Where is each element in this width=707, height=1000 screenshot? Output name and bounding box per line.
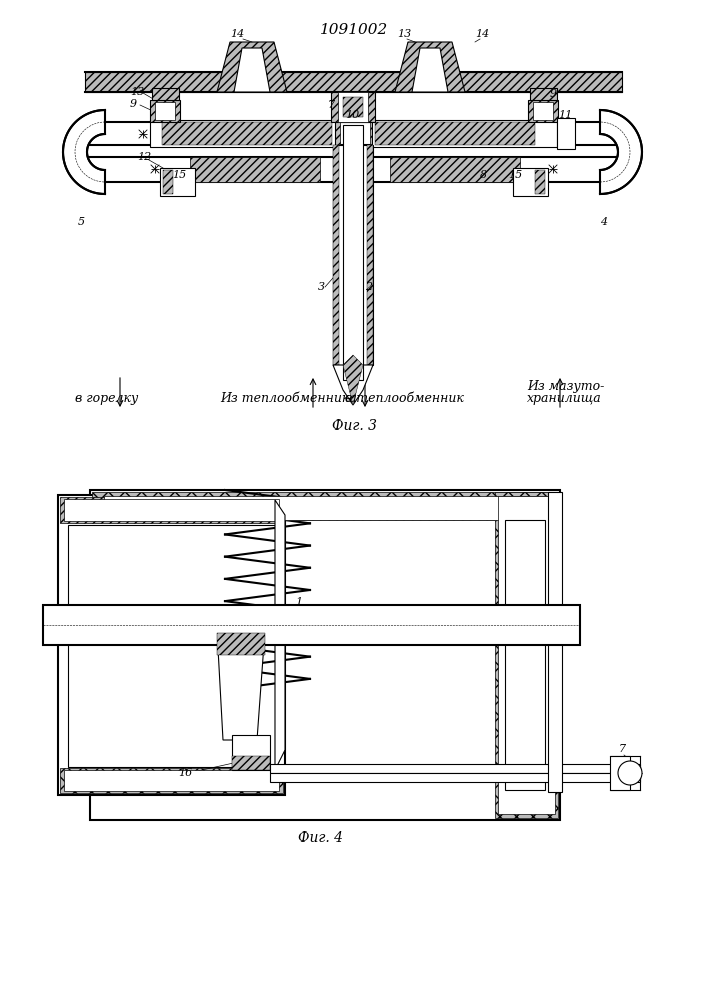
Bar bbox=[85, 72, 622, 92]
Circle shape bbox=[618, 761, 642, 785]
Polygon shape bbox=[600, 110, 642, 194]
Bar bbox=[270, 773, 640, 782]
Bar bbox=[217, 633, 265, 655]
Bar bbox=[104, 496, 546, 520]
Bar bbox=[372, 120, 557, 147]
Bar bbox=[375, 122, 535, 145]
Text: 1091002: 1091002 bbox=[320, 23, 388, 37]
Bar bbox=[190, 157, 320, 182]
Text: 5: 5 bbox=[78, 217, 85, 227]
Bar bbox=[333, 145, 339, 365]
Bar bbox=[343, 97, 363, 117]
Bar bbox=[513, 168, 548, 196]
Bar bbox=[162, 122, 332, 145]
Bar bbox=[58, 495, 285, 795]
Bar bbox=[548, 492, 562, 792]
Text: Фиг. 3: Фиг. 3 bbox=[332, 419, 377, 433]
Bar bbox=[528, 100, 558, 122]
Text: Из теплообменника: Из теплообменника bbox=[220, 392, 357, 405]
Bar bbox=[533, 102, 553, 120]
Text: 1: 1 bbox=[295, 597, 302, 607]
Text: 9: 9 bbox=[130, 99, 137, 109]
Bar bbox=[165, 122, 340, 145]
Bar bbox=[92, 492, 558, 520]
Text: 4: 4 bbox=[600, 217, 607, 227]
Text: Фиг. 4: Фиг. 4 bbox=[298, 831, 342, 845]
Text: 11: 11 bbox=[558, 110, 572, 120]
Bar bbox=[370, 122, 545, 145]
Bar bbox=[64, 499, 279, 521]
Polygon shape bbox=[217, 42, 287, 92]
Bar bbox=[331, 92, 375, 122]
Bar bbox=[530, 88, 557, 100]
Bar bbox=[60, 768, 283, 793]
Polygon shape bbox=[217, 630, 265, 740]
Bar bbox=[390, 157, 520, 182]
Bar bbox=[68, 525, 275, 767]
Text: в горелку: в горелку bbox=[75, 392, 139, 405]
Polygon shape bbox=[234, 48, 270, 92]
Text: 13: 13 bbox=[397, 29, 411, 39]
Bar bbox=[505, 520, 545, 790]
Text: 12: 12 bbox=[137, 152, 151, 162]
Text: 13: 13 bbox=[130, 87, 144, 97]
Text: 7: 7 bbox=[619, 744, 626, 754]
Bar bbox=[160, 168, 195, 196]
Bar bbox=[43, 605, 580, 645]
Bar bbox=[495, 492, 558, 818]
Text: 3: 3 bbox=[318, 282, 325, 292]
Polygon shape bbox=[333, 365, 373, 405]
Bar bbox=[270, 764, 640, 773]
Bar bbox=[163, 170, 173, 194]
Bar bbox=[150, 100, 180, 122]
Text: 7: 7 bbox=[328, 100, 335, 110]
Bar bbox=[232, 735, 270, 770]
Text: 9: 9 bbox=[550, 89, 557, 99]
Text: 14: 14 bbox=[230, 29, 244, 39]
Text: 2: 2 bbox=[365, 282, 372, 292]
Bar bbox=[498, 496, 555, 814]
Bar bbox=[232, 756, 270, 770]
Bar bbox=[150, 120, 335, 147]
Polygon shape bbox=[412, 48, 448, 92]
Bar bbox=[333, 145, 373, 365]
Bar bbox=[90, 490, 560, 820]
Text: 16: 16 bbox=[178, 768, 192, 778]
Polygon shape bbox=[395, 42, 465, 92]
Text: в теплообменник: в теплообменник bbox=[345, 392, 464, 405]
Text: 15: 15 bbox=[508, 170, 522, 180]
Bar bbox=[535, 170, 545, 194]
Text: хранилища: хранилища bbox=[527, 392, 602, 405]
Bar bbox=[338, 92, 368, 122]
Text: 15: 15 bbox=[172, 170, 186, 180]
Bar bbox=[610, 756, 630, 790]
Bar bbox=[557, 118, 575, 149]
Text: Из мазуто-: Из мазуто- bbox=[527, 380, 604, 393]
Text: 8: 8 bbox=[480, 170, 487, 180]
Bar bbox=[367, 145, 373, 365]
Text: 10: 10 bbox=[345, 110, 359, 120]
Bar bbox=[60, 497, 283, 523]
Polygon shape bbox=[275, 500, 285, 770]
Text: 14: 14 bbox=[475, 29, 489, 39]
Bar bbox=[155, 102, 175, 120]
Bar bbox=[343, 125, 363, 380]
Polygon shape bbox=[343, 355, 363, 405]
Polygon shape bbox=[63, 110, 105, 194]
Bar bbox=[152, 88, 179, 100]
Bar bbox=[64, 770, 279, 791]
